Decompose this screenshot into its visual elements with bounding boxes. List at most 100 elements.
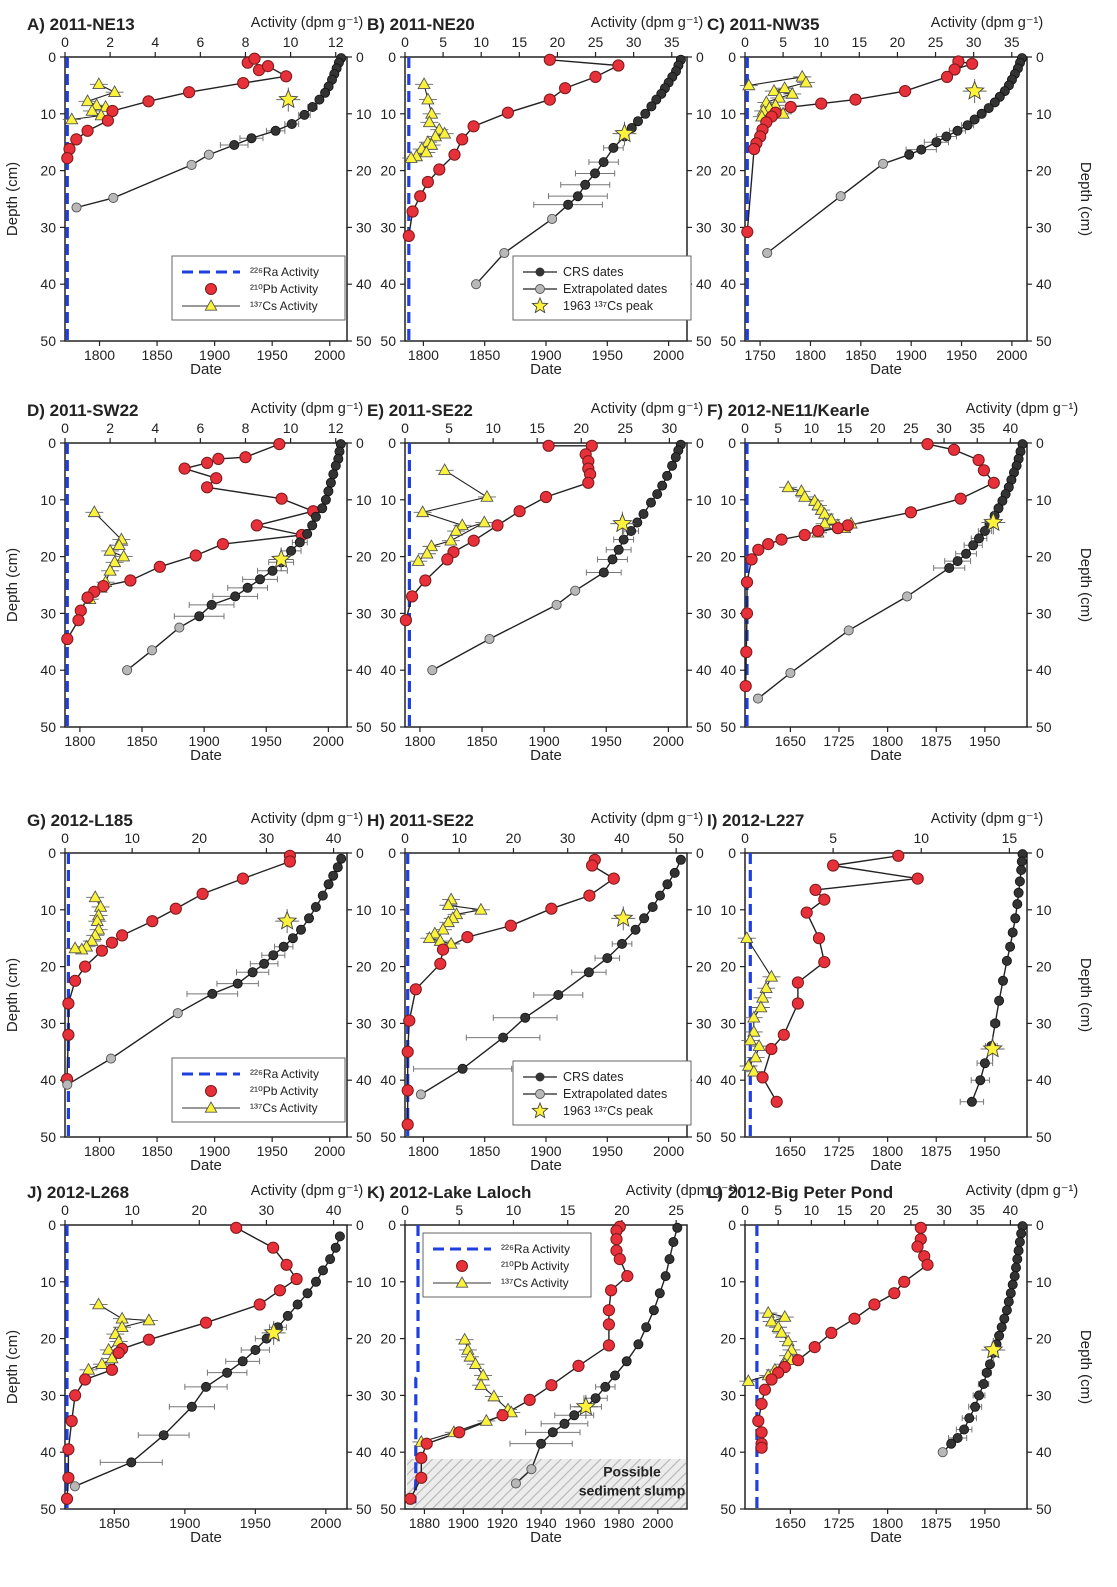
crs-date-point: [633, 1339, 644, 1350]
pb-point: [888, 1287, 901, 1300]
top-tick-label: 10: [804, 1202, 820, 1218]
cs-point: [754, 1000, 768, 1013]
pb-point: [253, 1298, 266, 1311]
extrapolated-date-point: [203, 149, 214, 160]
bottom-tick-label: 1800: [795, 347, 826, 363]
cs-point: [457, 1332, 472, 1345]
extrapolated-date-point: [752, 693, 764, 704]
crs-date-point: [652, 489, 663, 500]
pb-point: [70, 133, 83, 146]
pb-point: [280, 1258, 293, 1271]
legend-pb-label: ²¹⁰Pb Activity: [250, 282, 318, 296]
legend-extrap-swatch: [535, 1089, 545, 1099]
top-tick-label: 10: [124, 830, 140, 846]
left-tick-label: 0: [48, 435, 56, 451]
cs-point: [428, 129, 443, 142]
pb-point: [791, 976, 805, 989]
crs-date-point: [617, 938, 628, 949]
slump-label-2: sediment slump: [579, 1482, 686, 1498]
crs-date-point: [651, 94, 662, 105]
pb-point: [239, 451, 252, 464]
top-tick-label: 25: [903, 1202, 919, 1218]
legend-pb-label: ²¹⁰Pb Activity: [501, 1259, 569, 1273]
pb-point: [201, 481, 214, 494]
top-tick-label: 4: [151, 420, 159, 436]
legend-pb-swatch: [456, 1260, 468, 1272]
right-tick-label: 10: [1036, 902, 1052, 918]
pb-point: [914, 1221, 927, 1234]
pb-point: [755, 1397, 768, 1411]
cs-point: [422, 931, 437, 943]
panel-frame: [744, 1224, 1028, 1510]
pb-point: [406, 205, 419, 218]
top-tick-label: 0: [401, 1202, 409, 1218]
cs-point: [95, 1357, 109, 1369]
slump-label-1: Possible: [603, 1464, 661, 1480]
crs-date-point: [946, 1438, 957, 1449]
right-axis-label: Depth (cm): [1077, 162, 1094, 236]
pb-point: [406, 590, 419, 603]
right-tick-label: 10: [356, 106, 372, 122]
cs-peak-star: [982, 1038, 1003, 1058]
cs-point: [441, 915, 456, 928]
crs-date-point: [1001, 1305, 1012, 1316]
cs-point: [463, 1349, 477, 1362]
right-tick-label: 40: [356, 1072, 372, 1088]
right-axis-label: Depth (cm): [1077, 1330, 1094, 1404]
legend-cs-label: ¹³⁷Cs Activity: [501, 1276, 569, 1290]
crs-date-point: [985, 1359, 996, 1370]
pb-point: [414, 190, 427, 203]
pb-point: [613, 1253, 626, 1266]
right-tick-label: 10: [696, 492, 712, 508]
legend-crs-label: CRS dates: [563, 265, 623, 279]
bottom-tick-label: 1950: [969, 1143, 1000, 1159]
bottom-tick-label: 1900: [199, 1143, 230, 1159]
pb-point: [69, 1389, 82, 1402]
right-tick-label: 30: [1036, 219, 1052, 235]
crs-date-point: [994, 995, 1005, 1006]
pb-point: [248, 52, 261, 65]
right-tick-label: 30: [1036, 1387, 1052, 1403]
pb-point: [966, 57, 979, 70]
crs-date-point: [1014, 876, 1025, 887]
cs-point: [798, 489, 812, 502]
cs-point: [103, 543, 117, 556]
pb-point: [415, 1451, 428, 1465]
crs-date-point: [966, 1096, 977, 1107]
pb-point: [496, 1409, 509, 1422]
crs-date-point: [158, 1430, 169, 1441]
pb-point: [290, 1272, 303, 1286]
crs-date-point: [983, 103, 994, 114]
cs-point: [425, 106, 439, 119]
legend-panel-h: CRS dates Extrapolated dates 1963 ¹³⁷Cs pe…: [512, 1060, 692, 1126]
left-tick-label: 10: [40, 492, 56, 508]
cs-peak-star: [964, 80, 985, 100]
crs-date-point: [598, 157, 609, 168]
bottom-tick-label: 2000: [314, 347, 345, 363]
pb-point: [612, 59, 625, 72]
crs-date-point: [999, 1313, 1010, 1324]
pb-point: [95, 944, 109, 957]
top-tick-label: 35: [969, 420, 985, 436]
left-tick-label: 20: [380, 959, 396, 975]
crs-date-point: [1011, 1262, 1022, 1273]
crs-date-point: [618, 534, 629, 545]
crs-date-point: [657, 480, 668, 491]
pb-point: [401, 1045, 414, 1058]
crs-date-point: [247, 967, 258, 978]
extrapolated-date-point: [108, 192, 119, 203]
cs-point: [748, 1050, 763, 1063]
bottom-tick-label: 1950: [969, 733, 1000, 749]
cs-point: [479, 1413, 494, 1426]
crs-date-point: [1016, 1228, 1027, 1239]
crs-date-point: [1010, 913, 1021, 924]
right-tick-label: 50: [1036, 1129, 1052, 1145]
cs-point: [425, 137, 439, 150]
pb-point: [436, 943, 450, 956]
panel-K: Possible sediment slump K) 2012-Lake Laloc…: [367, 1183, 738, 1546]
pb-point: [399, 614, 412, 627]
bottom-tick-label: 1980: [603, 1515, 634, 1531]
left-tick-label: 10: [380, 1274, 396, 1290]
bottom-tick-label: 1850: [469, 1143, 500, 1159]
cs-point: [755, 990, 770, 1003]
